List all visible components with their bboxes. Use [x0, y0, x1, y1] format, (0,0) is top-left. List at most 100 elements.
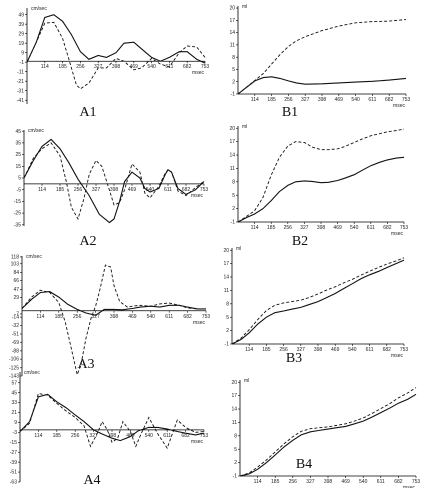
y-tick-label: 39: [18, 22, 24, 28]
y-tick-label: 66: [13, 278, 19, 284]
series-solid-line: [19, 393, 205, 442]
x-tick-label: 185: [267, 225, 276, 231]
y-tick-label: 45: [15, 129, 21, 135]
x-tick-label: 114: [254, 479, 262, 485]
x-tick-label: 256: [71, 433, 80, 439]
y-tick-label: -31: [17, 88, 24, 94]
y-tick-label: 20: [231, 380, 237, 386]
x-tick-label: 469: [341, 479, 350, 485]
y-tick-label: 8: [232, 55, 235, 61]
series-solid-line: [23, 138, 205, 224]
x-tick-label: 327: [306, 479, 315, 485]
x-tick-label: 611: [163, 433, 171, 439]
x-tick-label: 185: [262, 347, 271, 353]
series-dashed-line: [23, 142, 205, 221]
x-tick-label: 256: [74, 187, 83, 193]
y-tick-label: 8: [232, 179, 235, 185]
y-tick-label: -51: [10, 470, 17, 476]
y-tick-label: 11: [230, 166, 235, 172]
x-tick-label: 753: [200, 187, 209, 193]
panel-label: B3: [286, 351, 302, 366]
x-tick-label: 469: [331, 347, 340, 353]
x-tick-label: 114: [251, 97, 259, 103]
x-tick-label: 114: [251, 225, 259, 231]
series-dashed-line: [239, 387, 417, 477]
panel-b4: -1 2 5 8 11 14 17 20 114 185 256 327 398 469 540 611 682…: [231, 378, 420, 488]
panel-a2: -35 -25 -15 -5 5 15 25 35 45 114 185 256 327 398 469 54…: [14, 128, 209, 249]
x-tick-label: 611: [165, 314, 173, 320]
y-axis-unit: cm/sec: [28, 128, 44, 134]
x-tick-label: 540: [146, 187, 155, 193]
x-tick-label: 114: [38, 187, 46, 193]
x-tick-label: 540: [350, 225, 359, 231]
x-tick-label: 540: [145, 433, 154, 439]
x-axis-unit: msec: [391, 231, 403, 237]
x-tick-label: 753: [402, 97, 411, 103]
x-tick-label: 753: [400, 347, 409, 353]
x-tick-label: 611: [164, 187, 172, 193]
series-dashed-line: [237, 19, 407, 95]
x-tick-label: 469: [128, 314, 137, 320]
y-axis-unit: cm/sec: [31, 6, 47, 12]
y-tick-label: 25: [15, 152, 21, 158]
x-tick-label: 540: [348, 347, 357, 353]
y-tick-label: 2: [226, 328, 229, 334]
x-tick-label: 256: [284, 97, 293, 103]
panel-a1: -41 -31 -21 -11 -1 9 19 29 39 49 114 185 256 327 398 46…: [17, 6, 210, 120]
x-tick-label: 256: [76, 64, 85, 70]
y-tick-label: 5: [234, 447, 237, 453]
y-tick-label: 2: [232, 79, 235, 85]
x-tick-label: 327: [301, 97, 310, 103]
x-tick-label: 256: [289, 479, 298, 485]
panel-label: B4: [296, 457, 312, 472]
panel-label: A3: [77, 357, 94, 372]
x-tick-label: 398: [314, 347, 323, 353]
x-tick-label: 682: [181, 433, 190, 439]
y-tick-label: -3: [13, 430, 18, 436]
x-tick-label: 114: [41, 64, 49, 70]
series-dashed-line: [21, 264, 206, 377]
series-dashed-line: [231, 257, 405, 345]
y-tick-label: 84: [13, 270, 19, 276]
y-axis-unit: cm/sec: [24, 370, 40, 376]
x-tick-label: 611: [377, 479, 385, 485]
y-tick-label: 9: [14, 420, 17, 426]
y-axis-unit: ml: [242, 4, 247, 10]
x-tick-label: 682: [183, 314, 192, 320]
series-solid-line: [21, 291, 206, 316]
x-tick-label: 327: [92, 187, 101, 193]
series-solid-line: [26, 14, 206, 64]
y-tick-label: 17: [223, 261, 229, 267]
x-tick-label: 540: [147, 314, 156, 320]
y-tick-label: -69: [12, 340, 19, 346]
x-tick-label: 611: [367, 225, 375, 231]
y-tick-label: 14: [229, 30, 235, 36]
y-axis-unit: ml: [244, 378, 249, 384]
panel-label: A2: [79, 234, 96, 249]
y-tick-label: -15: [14, 199, 21, 205]
y-axis-unit: ml: [242, 124, 247, 130]
x-tick-label: 682: [183, 64, 192, 70]
y-tick-label: 20: [223, 248, 229, 254]
x-tick-label: 753: [400, 225, 409, 231]
x-tick-label: 185: [58, 64, 67, 70]
x-tick-label: 114: [36, 314, 44, 320]
y-tick-label: -125: [9, 365, 19, 371]
x-axis-unit: msec: [192, 70, 204, 76]
series-dashed-line: [19, 392, 205, 450]
y-tick-label: 20: [229, 126, 235, 132]
y-tick-label: 5: [232, 67, 235, 73]
y-tick-label: -15: [10, 440, 17, 446]
series-solid-line: [237, 76, 407, 95]
y-tick-label: -1: [231, 92, 236, 98]
series-dashed-line: [237, 128, 405, 223]
y-tick-label: -1: [231, 220, 236, 226]
y-tick-label: -21: [17, 79, 24, 85]
x-tick-label: 114: [245, 347, 253, 353]
y-tick-label: -1: [233, 474, 238, 480]
y-tick-label: -1: [20, 60, 25, 66]
y-tick-label: -5: [17, 187, 22, 193]
x-tick-label: 327: [91, 314, 100, 320]
